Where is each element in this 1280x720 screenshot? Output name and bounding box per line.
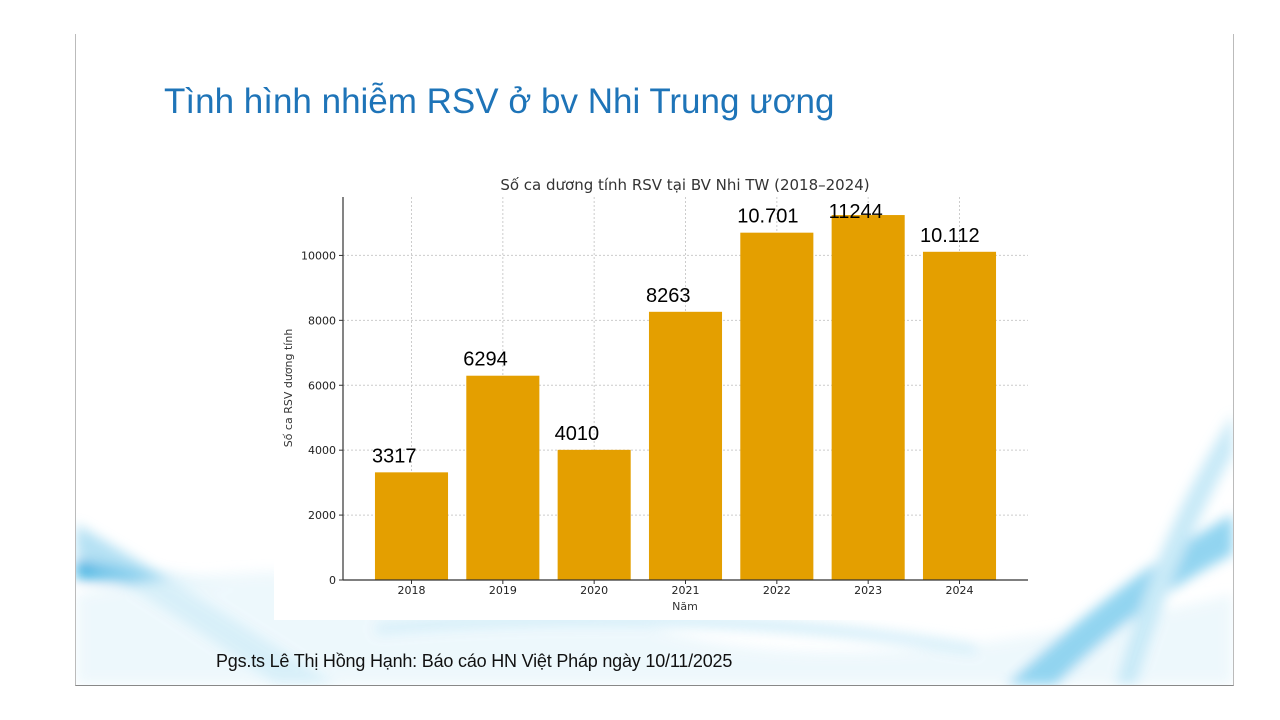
- chart-image: [274, 165, 1034, 620]
- slide-title: Tình hình nhiễm RSV ở bv Nhi Trung ương: [164, 82, 835, 121]
- background-swooshes: [76, 414, 1233, 685]
- slide-credit: Pgs.ts Lê Thị Hồng Hạnh: Báo cáo HN Việt…: [216, 651, 733, 671]
- slide: Tình hình nhiễm RSV ở bv Nhi Trung ương …: [75, 34, 1234, 686]
